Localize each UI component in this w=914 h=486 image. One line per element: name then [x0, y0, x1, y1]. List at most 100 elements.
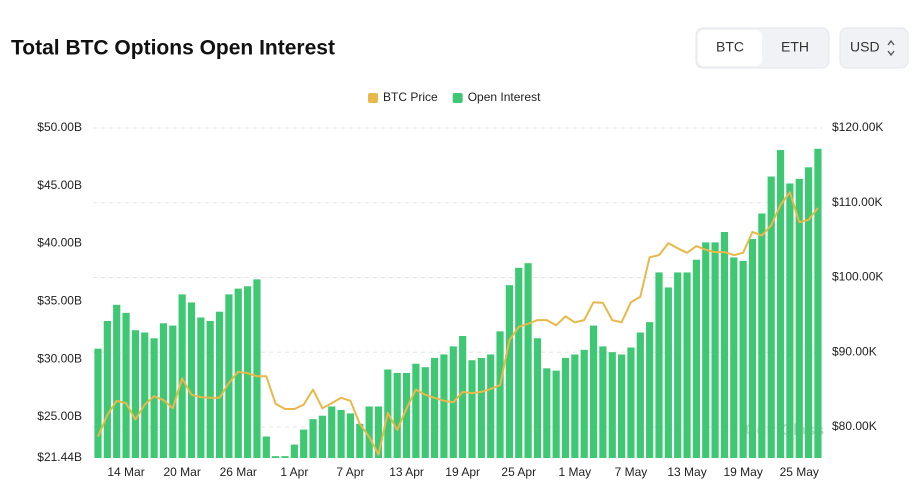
currency-select[interactable]: [839, 27, 909, 69]
y-tick-label: $35.00B: [37, 293, 82, 307]
x-tick-label: 1 May: [559, 465, 592, 479]
bar: [683, 272, 691, 458]
y2-tick-label: $100.00K: [832, 270, 883, 284]
bar: [477, 357, 485, 458]
bar: [346, 413, 355, 458]
bar: [571, 354, 579, 458]
x-tick-label: 20 Mar: [163, 465, 200, 479]
bar: [356, 423, 364, 458]
bar: [159, 323, 168, 458]
bar: [524, 263, 532, 458]
y-tick-label: $25.00B: [37, 409, 82, 423]
bar: [580, 349, 588, 458]
bar: [187, 302, 196, 458]
legend-swatch: [368, 93, 378, 103]
bar: [795, 178, 803, 458]
bar: [748, 238, 757, 458]
bar: [178, 294, 186, 458]
bar: [730, 257, 738, 458]
bar: [197, 317, 205, 458]
bar: [141, 332, 149, 458]
select-arrows: [887, 39, 895, 57]
bar: [692, 259, 700, 458]
bar: [309, 419, 317, 458]
bar: [393, 372, 401, 458]
bar: [103, 320, 111, 458]
x-tick-label: 25 May: [780, 465, 819, 479]
bar: [636, 332, 644, 458]
bar: [440, 354, 448, 458]
x-tick-label: 19 May: [723, 465, 762, 479]
bar: [244, 286, 252, 458]
bar: [431, 357, 439, 458]
bar: [113, 304, 121, 458]
bar: [805, 167, 813, 459]
bar: [253, 279, 261, 458]
x-tick-label: 1 Apr: [280, 465, 308, 479]
bar: [505, 285, 513, 458]
y-tick-label: $21.44B: [37, 450, 82, 464]
y2-tick-label: $80.00K: [832, 419, 877, 433]
bar: [496, 331, 504, 458]
bar: [412, 363, 420, 458]
bar: [468, 360, 476, 458]
bar: [758, 213, 766, 458]
bar: [664, 287, 672, 458]
bar: [374, 406, 383, 458]
bar: [215, 311, 224, 458]
bar: [421, 367, 429, 458]
bar: [169, 325, 177, 458]
bar: [776, 149, 785, 458]
bar: [543, 368, 551, 458]
bar: [290, 444, 298, 458]
y2-tick-label: $110.00K: [832, 195, 883, 209]
bar: [487, 354, 495, 458]
bar: [318, 415, 326, 458]
bar: [533, 338, 542, 458]
asset-tab-active[interactable]: [698, 30, 762, 66]
legend-label: BTC Price: [383, 90, 438, 104]
bar: [608, 352, 616, 458]
bar: [767, 176, 775, 458]
y2-tick-label: $90.00K: [832, 344, 877, 358]
bar: [122, 312, 130, 458]
bar: [150, 338, 158, 458]
bar: [206, 320, 214, 458]
bar: [272, 456, 280, 458]
bar: [618, 354, 626, 458]
legend-swatch: [452, 93, 463, 103]
bar: [561, 357, 570, 458]
asset-tab[interactable]: BTC: [716, 39, 744, 55]
watermark: CoinGlass: [745, 422, 824, 439]
currency-label[interactable]: USD: [850, 39, 880, 55]
bar: [814, 148, 822, 458]
bar: [131, 330, 139, 458]
bar: [328, 406, 336, 458]
bar: [589, 325, 598, 458]
bar: [655, 272, 663, 458]
bar: [225, 294, 233, 458]
x-tick-label: 7 Apr: [336, 465, 364, 479]
x-tick-label: 26 Mar: [220, 465, 257, 479]
y-tick-label: $30.00B: [37, 351, 82, 365]
bar: [402, 372, 411, 458]
legend-label: Open Interest: [468, 90, 541, 104]
bar: [674, 272, 682, 458]
bar: [739, 260, 747, 458]
bar: [702, 242, 710, 458]
bar: [627, 347, 635, 458]
y-tick-label: $40.00B: [37, 236, 82, 250]
y-tick-label: $45.00B: [37, 178, 82, 192]
x-tick-label: 7 May: [615, 465, 648, 479]
y-tick-label: $50.00B: [37, 120, 82, 134]
x-tick-label: 25 Apr: [501, 465, 536, 479]
asset-tab[interactable]: ETH: [781, 39, 809, 55]
bar: [720, 231, 729, 458]
x-tick-label: 19 Apr: [445, 465, 480, 479]
bar: [337, 409, 345, 458]
bar: [599, 346, 607, 458]
bar: [786, 183, 794, 458]
y2-tick-label: $120.00K: [832, 120, 883, 134]
bar: [281, 456, 289, 458]
